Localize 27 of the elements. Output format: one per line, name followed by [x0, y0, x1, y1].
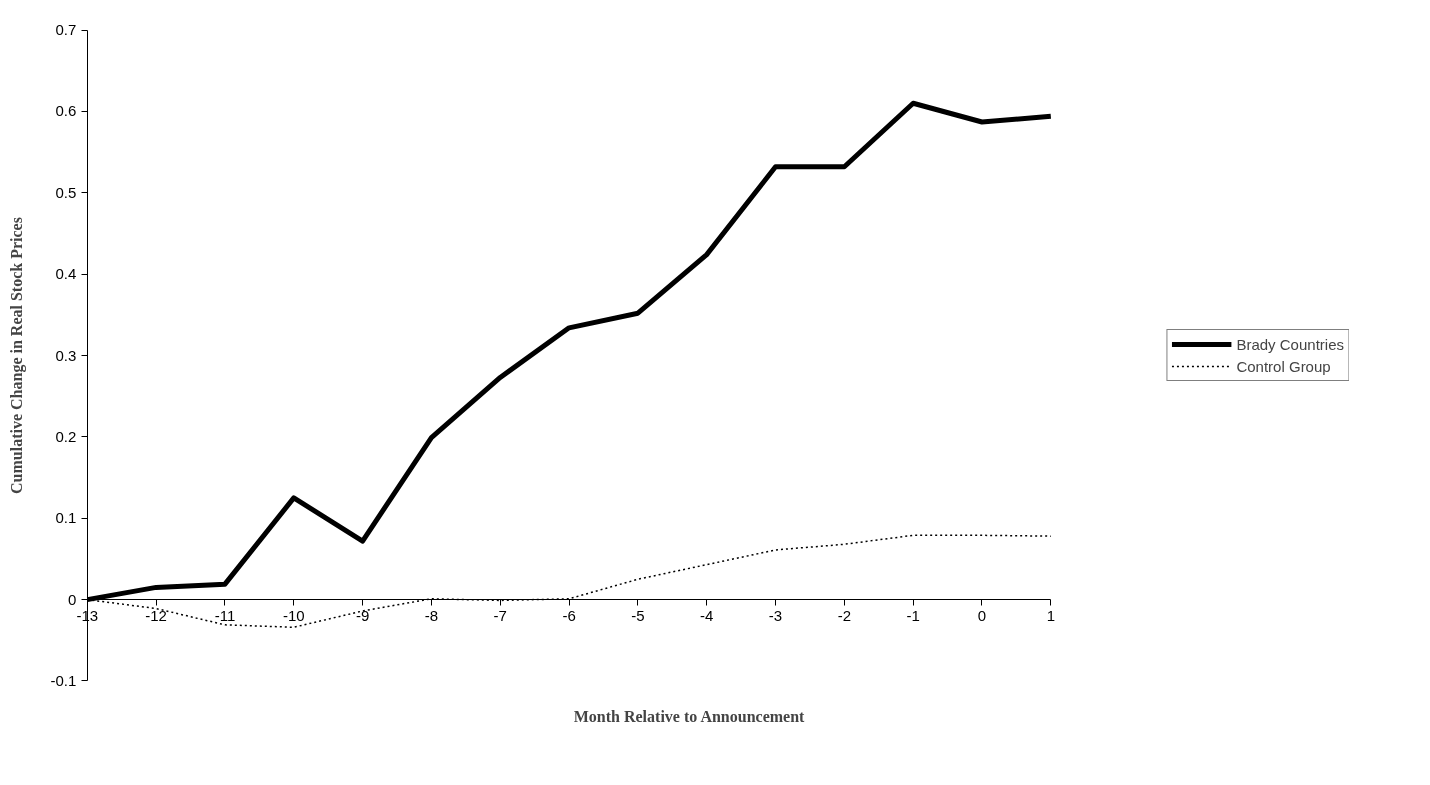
y-tick-label: 0.2 [55, 427, 77, 445]
y-tick-label: 0.5 [55, 183, 77, 201]
x-tick-label: -6 [562, 606, 576, 624]
x-tick-label: -1 [906, 606, 920, 624]
y-tick-label: 0.1 [55, 509, 77, 527]
y-tick-label: -0.1 [50, 671, 77, 689]
x-tick-label: -12 [145, 606, 167, 624]
x-axis-title: Month Relative to Announcement [573, 707, 806, 725]
x-tick-label: -4 [700, 606, 714, 624]
legend-label: Control Group [1236, 357, 1331, 375]
x-tick-label: 1 [1046, 606, 1055, 624]
y-tick-label: 0 [67, 590, 77, 608]
y-tick-label: 0.6 [55, 102, 77, 120]
x-tick-label: -8 [424, 606, 439, 624]
y-tick-label: 0.3 [55, 346, 77, 364]
x-tick-label: -10 [282, 606, 305, 624]
y-tick-label: 0.4 [55, 265, 77, 283]
y-axis-title: Cumulative Change in Real Stock Prices [7, 217, 26, 494]
legend-label: Brady Countries [1236, 335, 1344, 353]
x-tick-label: -7 [493, 606, 507, 624]
x-tick-label: -9 [355, 606, 370, 624]
x-tick-label: -5 [631, 606, 645, 624]
x-tick-label: -11 [214, 606, 236, 624]
x-tick-label: 0 [977, 606, 987, 624]
y-tick-label: 0.7 [55, 21, 77, 39]
x-tick-label: -2 [837, 606, 852, 624]
x-tick-label: -3 [768, 606, 783, 624]
